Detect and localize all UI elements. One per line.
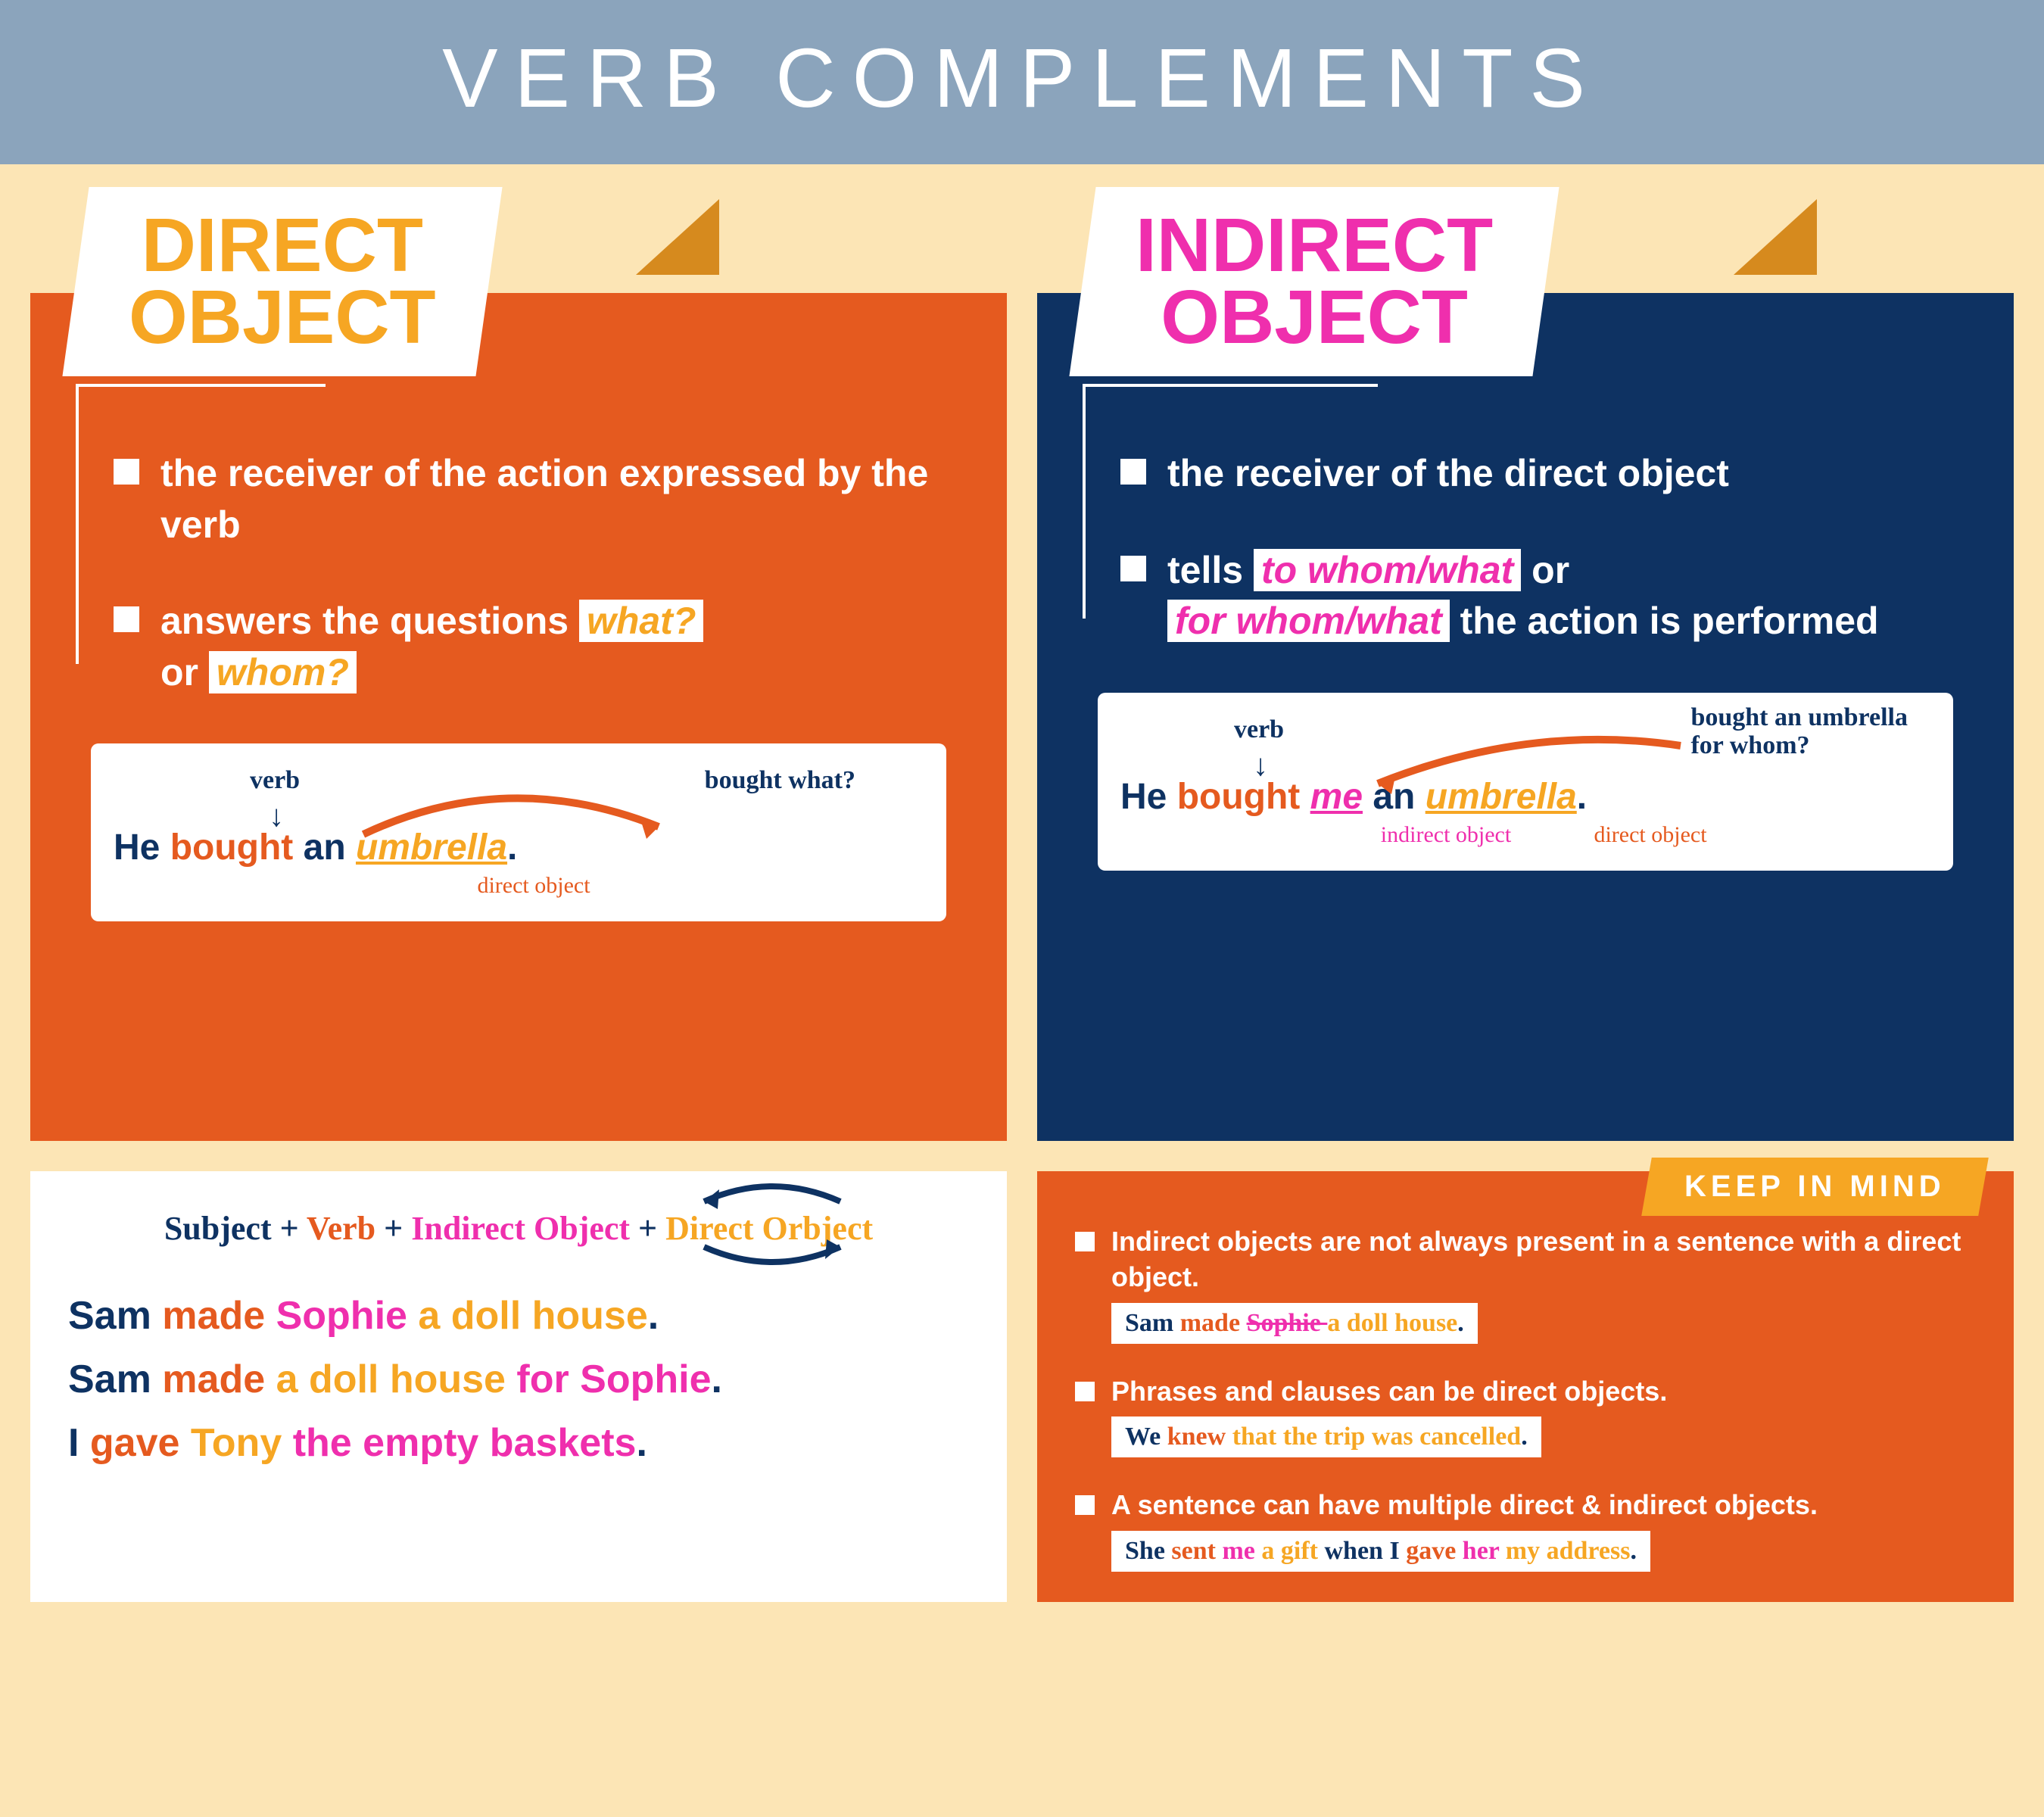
arrow-down-icon: ↓ bbox=[269, 798, 284, 834]
verb-word: bought bbox=[1177, 777, 1301, 817]
indirect-panel: the receiver of the direct object tells … bbox=[1037, 293, 2014, 1141]
connector-line bbox=[76, 384, 326, 482]
lower-row: Subject + Verb + Indirect Object + Direc… bbox=[0, 1141, 2044, 1632]
bullet-square-icon bbox=[1075, 1495, 1095, 1515]
direct-object-label: direct object bbox=[1567, 822, 1734, 848]
kim-bullet-1: Indirect objects are not always present … bbox=[1075, 1224, 1976, 1295]
kim-example-1: Sam made Sophie a doll house. bbox=[1111, 1303, 1478, 1344]
indirect-object-label: indirect object bbox=[1355, 822, 1537, 848]
main-columns: DIRECT OBJECT the receiver of the action… bbox=[0, 164, 2044, 1141]
bullet-square-icon bbox=[1075, 1382, 1095, 1401]
sentence-1: Sam made Sophie a doll house. bbox=[68, 1293, 969, 1339]
indirect-bullet-2: tells to whom/what or for whom/what the … bbox=[1120, 545, 1968, 647]
highlight-for: for whom/what bbox=[1167, 600, 1450, 642]
bullet-square-icon bbox=[1075, 1232, 1095, 1251]
sentence-2: Sam made a doll house for Sophie. bbox=[68, 1357, 969, 1402]
connector-line bbox=[1083, 384, 1378, 482]
direct-bullet-2: answers the questions what? or whom? bbox=[114, 596, 961, 698]
curved-arrow-icon bbox=[356, 781, 674, 849]
indirect-example: verb ↓ bought an umbrellafor whom? He bo… bbox=[1098, 693, 1953, 871]
highlight-whom: whom? bbox=[209, 651, 357, 693]
direct-title-box: DIRECT OBJECT bbox=[62, 187, 502, 376]
fold-icon bbox=[636, 199, 719, 275]
bullet-text: answers the questions what? or whom? bbox=[160, 596, 703, 698]
bullet-text: tells to whom/what or for whom/what the … bbox=[1167, 545, 1879, 647]
direct-column: DIRECT OBJECT the receiver of the action… bbox=[30, 164, 1007, 1141]
indirect-column: INDIRECT OBJECT the receiver of the dire… bbox=[1037, 164, 2014, 1141]
kim-bullet-3: A sentence can have multiple direct & in… bbox=[1075, 1488, 1976, 1523]
highlight-what: what? bbox=[579, 600, 703, 642]
header-title: VERB COMPLEMENTS bbox=[442, 32, 1602, 125]
verb-label: verb bbox=[1234, 715, 1284, 744]
indirect-title-2: OBJECT bbox=[1161, 275, 1468, 360]
formula-text: Subject + Verb + Indirect Object + Direc… bbox=[68, 1209, 969, 1248]
verb-label: verb bbox=[250, 766, 300, 795]
indirect-object-word: me bbox=[1310, 777, 1363, 817]
swap-arrows-icon bbox=[674, 1179, 871, 1270]
formula-panel: Subject + Verb + Indirect Object + Direc… bbox=[30, 1171, 1007, 1602]
indirect-title-box: INDIRECT OBJECT bbox=[1069, 187, 1559, 376]
keep-in-mind-panel: KEEP IN MIND Indirect objects are not al… bbox=[1037, 1171, 2014, 1602]
fold-icon bbox=[1734, 199, 1817, 275]
page-header: VERB COMPLEMENTS bbox=[0, 0, 2044, 164]
direct-example: verb ↓ bought what? He bought an umbrell… bbox=[91, 743, 946, 921]
direct-object-label: direct object bbox=[439, 873, 628, 899]
highlight-to: to whom/what bbox=[1254, 549, 1521, 591]
bullet-square-icon bbox=[114, 606, 139, 632]
direct-title-2: OBJECT bbox=[129, 275, 436, 360]
connector-line bbox=[1083, 384, 1086, 619]
question-label: bought an umbrellafor whom? bbox=[1690, 703, 1908, 760]
arrow-down-icon: ↓ bbox=[1253, 747, 1268, 783]
curved-arrow-icon bbox=[1363, 738, 1688, 799]
sentence-3: I gave Tony the empty baskets. bbox=[68, 1420, 969, 1466]
kim-bullet-2: Phrases and clauses can be direct object… bbox=[1075, 1374, 1976, 1410]
kim-example-3: She sent me a gift when I gave her my ad… bbox=[1111, 1531, 1650, 1572]
kim-example-2: We knew that the trip was cancelled. bbox=[1111, 1417, 1541, 1457]
connector-line bbox=[76, 384, 79, 664]
bullet-square-icon bbox=[1120, 556, 1146, 581]
keep-in-mind-tab: KEEP IN MIND bbox=[1642, 1158, 1989, 1216]
question-label: bought what? bbox=[705, 766, 855, 795]
direct-panel: the receiver of the action expressed by … bbox=[30, 293, 1007, 1141]
